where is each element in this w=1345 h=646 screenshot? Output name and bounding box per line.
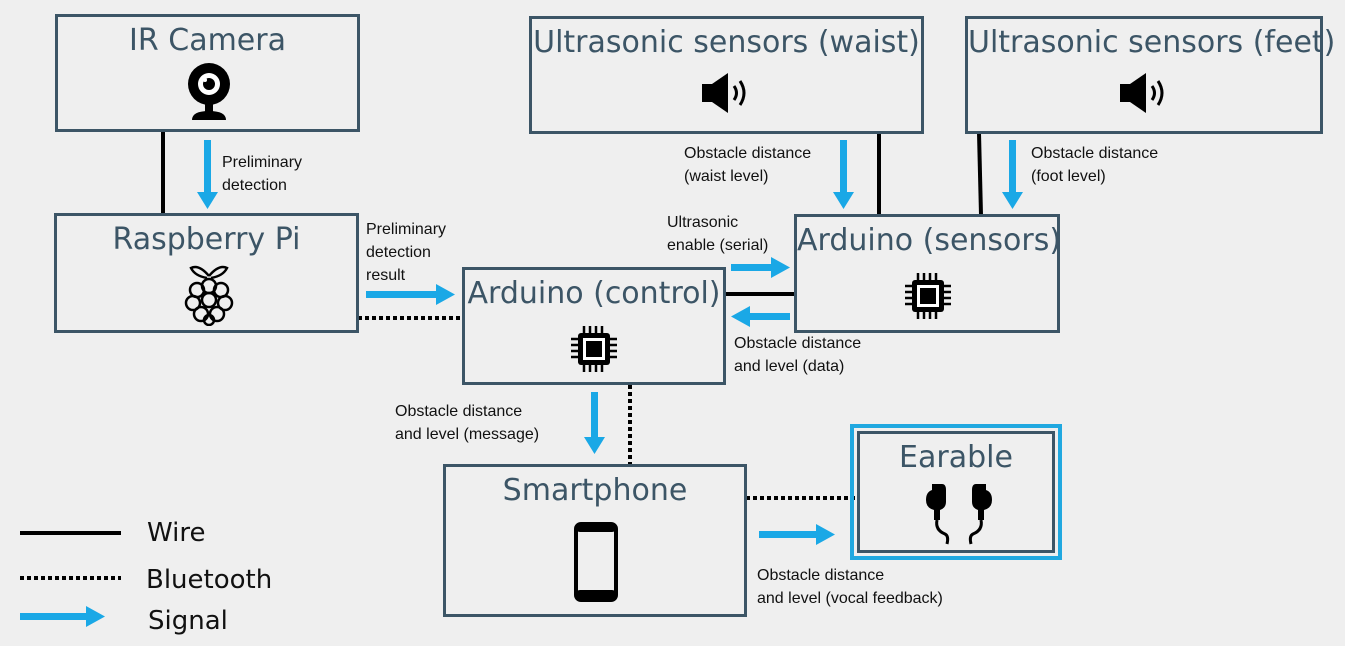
label-line: (waist level) (684, 168, 769, 185)
legend-wire-label: Wire (147, 518, 206, 548)
node-title: Earable (899, 440, 1013, 475)
label-prelim-detection: Preliminary detection (222, 151, 302, 197)
wire-feet-arduino (977, 132, 983, 216)
signal-arrow-obstacle-foot (1002, 140, 1023, 209)
signal-arrow-obstacle-message (584, 392, 605, 454)
node-ir-camera: IR Camera (55, 14, 360, 132)
node-ultrasonic-feet: Ultrasonic sensors (feet) (965, 16, 1336, 134)
node-title: Ultrasonic sensors (waist) (533, 25, 920, 60)
label-line: enable (serial) (667, 237, 769, 254)
label-obstacle-foot: Obstacle distance (foot level) (1031, 142, 1158, 188)
chip-icon (571, 326, 617, 372)
node-title: IR Camera (129, 23, 286, 58)
signal-arrow-prelim-detection (197, 140, 218, 209)
node-title: Arduino (control) (467, 276, 721, 311)
label-line: Ultrasonic (667, 214, 739, 231)
smartphone-icon (574, 522, 618, 602)
label-line: Obstacle distance (757, 567, 885, 584)
node-smartphone: Smartphone (443, 464, 747, 617)
node-arduino-control: Arduino (control) (462, 267, 726, 385)
label-line: Obstacle distance (684, 145, 812, 162)
signal-arrows (20, 140, 1023, 627)
node-arduino-sensors: Arduino (sensors) (794, 214, 1062, 333)
label-line: and level (data) (734, 358, 845, 375)
label-line: detection (222, 177, 287, 194)
label-obstacle-data: Obstacle distance and level (data) (734, 332, 861, 378)
raspberry-pi-icon (184, 265, 234, 326)
label-ultrasonic-enable: Ultrasonic enable (serial) (667, 211, 768, 257)
signal-arrow-obstacle-waist (833, 140, 854, 209)
label-line: result (366, 267, 406, 284)
node-raspberry-pi: Raspberry Pi (54, 213, 359, 333)
signal-arrow-prelim-result (366, 284, 455, 305)
legend-signal-label: Signal (148, 606, 228, 636)
label-obstacle-waist: Obstacle distance (waist level) (684, 142, 811, 188)
signal-arrow-obstacle-data (731, 306, 790, 327)
earable-highlight-frame (850, 424, 1062, 560)
label-line: and level (message) (395, 426, 540, 443)
earbuds-icon (926, 484, 992, 545)
label-line: Preliminary (222, 154, 303, 171)
label-line: and level (vocal feedback) (757, 590, 943, 607)
speaker-icon (1120, 73, 1164, 113)
label-prelim-result: Preliminary detection result (366, 218, 446, 287)
label-line: Preliminary (366, 221, 447, 238)
speaker-icon (702, 73, 746, 113)
label-line: detection (366, 244, 431, 261)
webcam-icon (188, 63, 230, 120)
label-line: Obstacle distance (734, 335, 862, 352)
label-line: Obstacle distance (395, 403, 523, 420)
signal-arrow-obstacle-vocal (759, 524, 835, 545)
legend-signal-arrow (20, 606, 105, 627)
label-line: Obstacle distance (1031, 145, 1159, 162)
label-obstacle-message: Obstacle distance and level (message) (395, 400, 539, 446)
legend-bluetooth-label: Bluetooth (146, 565, 273, 595)
chip-icon (905, 273, 951, 319)
node-earable: Earable (857, 431, 1055, 553)
node-title: Arduino (sensors) (797, 223, 1062, 258)
node-ultrasonic-waist: Ultrasonic sensors (waist) (529, 16, 924, 134)
label-line: (foot level) (1031, 168, 1106, 185)
node-title: Ultrasonic sensors (feet) (968, 25, 1336, 60)
node-title: Smartphone (502, 473, 688, 508)
label-obstacle-vocal: Obstacle distance and level (vocal feedb… (757, 564, 943, 610)
node-title: Raspberry Pi (112, 222, 301, 257)
signal-arrow-ultrasonic-enable (731, 257, 790, 278)
